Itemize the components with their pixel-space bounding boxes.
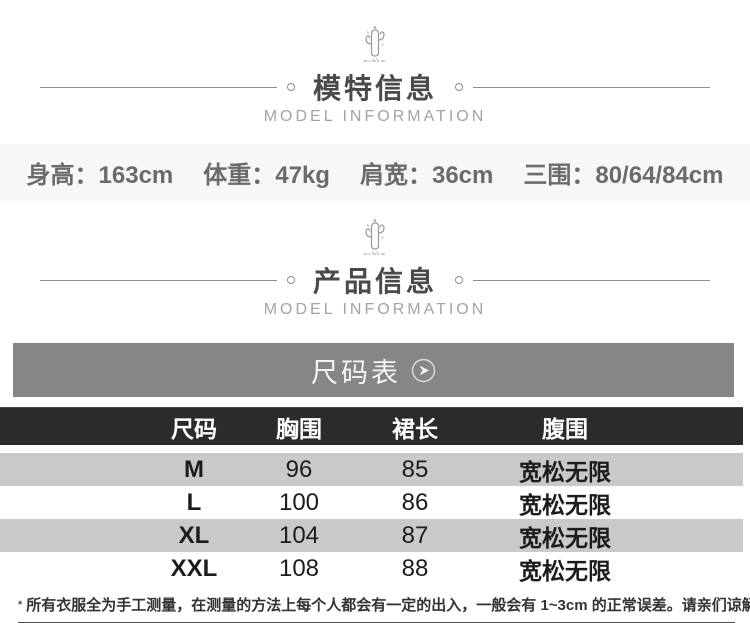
column-header-belly: 腹围	[542, 415, 588, 442]
table-cell: L	[186, 489, 202, 516]
model-info-header: 模特信息	[0, 70, 750, 104]
model-stat-shoulder: 肩宽：36cm	[359, 162, 494, 189]
cactus-icon	[355, 217, 395, 257]
table-cell: 96	[285, 456, 313, 483]
table-cell: XL	[178, 522, 210, 549]
model-info-title: 模特信息	[313, 73, 438, 104]
divider-dot	[287, 276, 295, 284]
size-chart-banner: 尺码表	[13, 343, 734, 397]
cactus-icon	[355, 24, 395, 64]
column-header-size: 尺码	[171, 415, 217, 442]
measurement-note: * 所有衣服全为手工测量，在测量的方法上每个人都会有一定的出入，一般会有 1~3c…	[18, 594, 750, 615]
divider-dot	[455, 276, 464, 284]
table-cell: 宽松无限	[519, 492, 611, 518]
table-cell: 宽松无限	[519, 558, 611, 584]
cactus-icon-wrap	[0, 0, 750, 64]
table-cell: 108	[278, 555, 320, 582]
product-info-subtitle-en: MODEL INFORMATION	[263, 301, 487, 318]
table-row-xxl: XXL 108 88 宽松无限	[0, 552, 743, 585]
column-header-bust: 胸围	[276, 415, 322, 442]
table-cell: 104	[278, 522, 320, 549]
divider-dot	[287, 83, 295, 91]
table-cell: M	[184, 456, 204, 483]
table-cell: 宽松无限	[519, 525, 611, 551]
divider-line	[473, 279, 711, 281]
size-table: 尺码 胸围 裙长 腹围 M 96 85 宽松无限 L 100 86 宽松无限 X…	[0, 407, 743, 585]
divider-line	[40, 86, 277, 88]
model-info-subtitle-en: MODEL INFORMATION	[263, 108, 487, 125]
measurement-note-text: 所有衣服全为手工测量，在测量的方法上每个人都会有一定的出入，一般会有 1~3cm…	[26, 597, 750, 614]
table-cell: 86	[401, 489, 429, 516]
product-info-title: 产品信息	[313, 266, 438, 297]
table-cell: 宽松无限	[519, 459, 611, 485]
product-info-header: 产品信息	[0, 263, 750, 297]
divider-line	[40, 279, 277, 281]
divider-line	[473, 86, 711, 88]
model-stat-height: 身高：163cm	[26, 162, 174, 189]
size-chart-title: 尺码表	[311, 357, 401, 388]
play-circle-icon	[411, 358, 436, 383]
cactus-icon-wrap	[0, 201, 750, 257]
table-row-xl: XL 104 87 宽松无限	[0, 519, 743, 552]
model-stat-measurements: 三围：80/64/84cm	[523, 162, 724, 189]
model-stats-bar: 身高：163cm 体重：47kg 肩宽：36cm 三围：80/64/84cm	[0, 144, 750, 201]
footnote-asterisk: *	[18, 599, 23, 611]
table-cell: 100	[278, 489, 320, 516]
column-header-skirt-length: 裙长	[392, 415, 438, 442]
divider-dot	[455, 83, 464, 91]
model-stat-weight: 体重：47kg	[203, 162, 330, 189]
table-row-m: M 96 85 宽松无限	[0, 453, 743, 486]
table-row-l: L 100 86 宽松无限	[0, 486, 743, 519]
size-table-header-row: 尺码 胸围 裙长 腹围	[0, 407, 743, 445]
table-cell: 85	[401, 456, 429, 483]
table-cell: 88	[401, 555, 429, 582]
table-cell: XXL	[170, 555, 218, 582]
table-cell: 87	[401, 522, 429, 549]
